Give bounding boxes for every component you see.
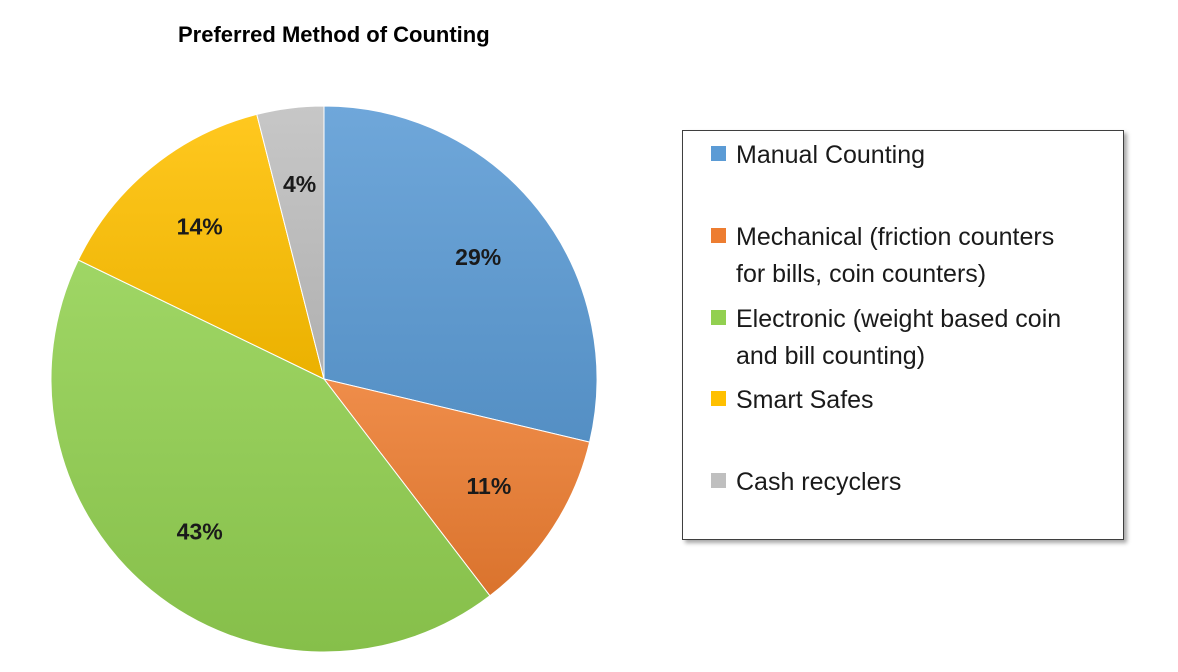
legend-swatch-smart-safes — [711, 391, 726, 406]
pie-slice-mechanical — [322, 378, 591, 597]
pie-slice-smart-safes — [77, 113, 325, 380]
legend-label-mechanical-line2: for bills, coin counters) — [736, 260, 987, 288]
legend-label-electronic-line1: Electronic (weight based coin — [736, 305, 1062, 333]
chart-title: Preferred Method of Counting — [178, 22, 490, 47]
legend-swatch-mechanical — [711, 228, 726, 243]
legend-label-smart-safes: Smart Safes — [736, 386, 874, 414]
data-label-electronic: 43% — [177, 518, 223, 544]
legend-item-electronic: Electronic (weight based coin and bill c… — [711, 301, 1116, 375]
data-label-smart-safes: 14% — [177, 214, 223, 240]
legend-label-electronic-line2: and bill counting) — [736, 342, 926, 370]
legend-item-cash-recyclers: Cash recyclers — [711, 464, 1116, 501]
legend: Manual Counting Mechanical (friction cou… — [682, 130, 1124, 540]
legend-label-manual-counting: Manual Counting — [736, 141, 926, 169]
pie-slice-electronic — [50, 259, 491, 653]
data-label-cash-recyclers: 4% — [283, 171, 316, 197]
legend-swatch-manual-counting — [711, 146, 726, 161]
legend-label-cash-recyclers: Cash recyclers — [736, 468, 902, 496]
data-label-manual-counting: 29% — [455, 244, 501, 270]
legend-label-mechanical-line1: Mechanical (friction counters — [736, 223, 1055, 251]
legend-item-mechanical: Mechanical (friction counters for bills,… — [711, 219, 1116, 293]
pie-slice-manual-counting — [323, 105, 598, 443]
data-label-mechanical: 11% — [467, 473, 512, 499]
legend-item-manual-counting: Manual Counting — [711, 137, 1116, 174]
pie-slice-cash-recyclers — [256, 105, 325, 380]
legend-swatch-cash-recyclers — [711, 473, 726, 488]
legend-item-smart-safes: Smart Safes — [711, 382, 1116, 419]
legend-swatch-electronic — [711, 310, 726, 325]
